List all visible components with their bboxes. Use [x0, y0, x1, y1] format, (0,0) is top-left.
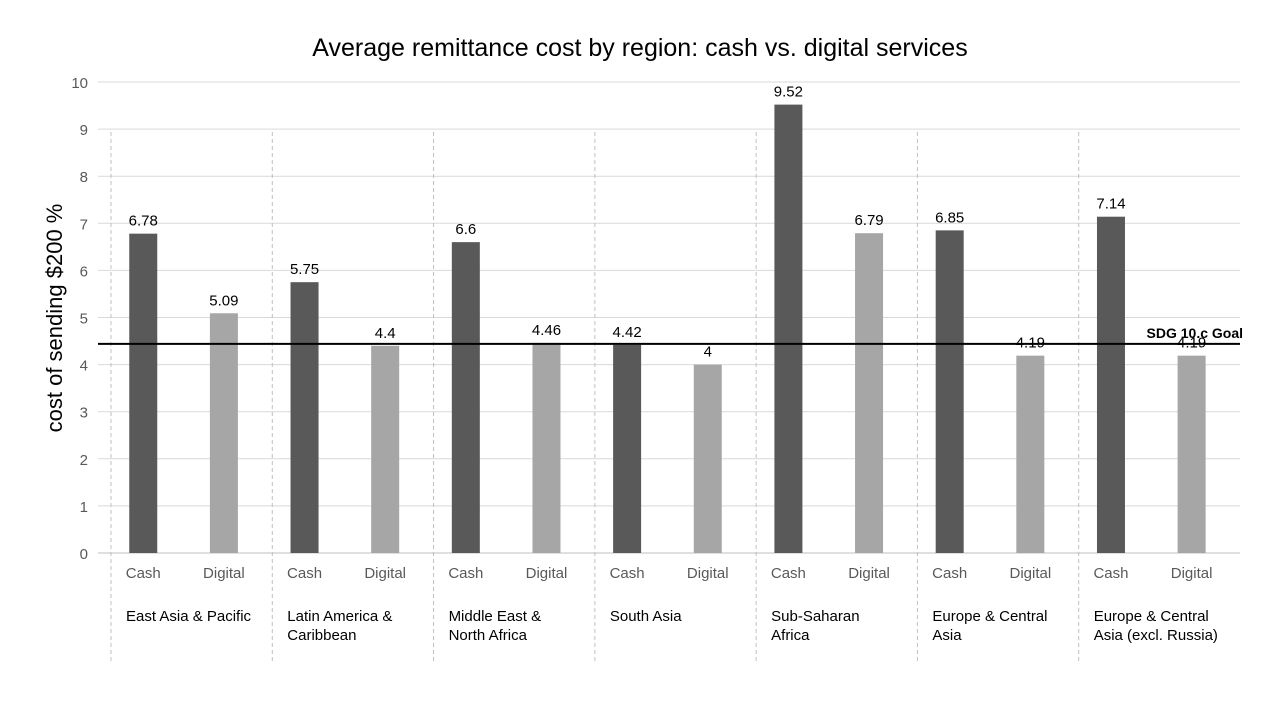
reference-line-label: SDG 10.c Goal [1147, 325, 1243, 341]
x-tick-label: Cash [448, 565, 483, 582]
y-tick-label: 8 [80, 169, 88, 186]
bar-cash [290, 282, 319, 553]
bar-cash [935, 230, 964, 554]
data-label: 4 [704, 344, 712, 361]
group-label: Asia (excl. Russia) [1094, 627, 1218, 644]
data-label: 6.6 [455, 221, 476, 238]
x-tick-label: Cash [1093, 565, 1128, 582]
y-tick-label: 6 [80, 263, 88, 280]
group-separators [110, 132, 1080, 662]
bar-digital [371, 345, 400, 553]
y-tick-label: 4 [80, 358, 88, 375]
bars [129, 104, 1206, 554]
bar-digital [855, 233, 884, 554]
x-tick-label: Digital [1171, 565, 1213, 582]
bar-cash [1096, 216, 1125, 553]
group-label: South Asia [610, 608, 682, 625]
group-label: Middle East & [449, 608, 542, 625]
group-label: East Asia & Pacific [126, 608, 252, 625]
x-tick-label: Digital [526, 565, 568, 582]
group-label: Latin America & [287, 608, 392, 625]
x-tick-label: Cash [610, 565, 645, 582]
data-label: 5.75 [290, 261, 319, 278]
bar-cash [613, 344, 642, 553]
bar-digital [693, 364, 722, 553]
y-axis: 0 1 2 3 4 5 6 7 8 9 10 [71, 75, 88, 563]
labels: 6.78 Cash 5.09 Digital East Asia & Pacific 5.… [126, 84, 1218, 644]
data-label: 6.78 [129, 213, 158, 230]
y-tick-label: 3 [80, 405, 88, 422]
data-label: 4.42 [613, 324, 642, 341]
x-tick-label: Cash [932, 565, 967, 582]
x-tick-label: Cash [287, 565, 322, 582]
bar-digital [209, 313, 238, 553]
x-tick-label: Digital [364, 565, 406, 582]
gridlines [98, 81, 1240, 554]
y-tick-label: 7 [80, 216, 88, 233]
x-tick-label: Digital [1009, 565, 1051, 582]
chart-title: Average remittance cost by region: cash … [312, 34, 968, 62]
data-label: 9.52 [774, 84, 803, 101]
data-label: 5.09 [209, 292, 238, 309]
data-label: 4.46 [532, 322, 561, 339]
y-tick-label: 1 [80, 499, 88, 516]
y-tick-label: 10 [71, 75, 88, 92]
y-tick-label: 9 [80, 122, 88, 139]
group-label: Asia [932, 627, 962, 644]
group-label: Sub-Saharan [771, 608, 859, 625]
group-label: Europe & Central [1094, 608, 1209, 625]
data-label: 4.19 [1177, 335, 1206, 352]
y-tick-label: 2 [80, 452, 88, 469]
bar-digital [532, 342, 561, 553]
data-label: 6.79 [854, 212, 883, 229]
bar-cash [774, 104, 803, 553]
bar-digital [1016, 355, 1045, 553]
group-label: Europe & Central [932, 608, 1047, 625]
x-tick-label: Cash [771, 565, 806, 582]
data-label: 4.4 [375, 325, 396, 342]
data-label: 7.14 [1096, 196, 1125, 213]
bar-cash [451, 242, 480, 553]
group-label: Africa [771, 627, 810, 644]
group-label: North Africa [449, 627, 528, 644]
reference-line-group: SDG 10.c Goal [98, 325, 1243, 345]
group-label: Caribbean [287, 627, 356, 644]
data-label: 6.85 [935, 209, 964, 226]
data-label: 4.19 [1016, 335, 1045, 352]
x-tick-label: Digital [687, 565, 729, 582]
x-tick-label: Digital [203, 565, 245, 582]
y-axis-title: cost of sending $200 % [42, 204, 67, 433]
y-tick-label: 5 [80, 311, 88, 328]
x-tick-label: Digital [848, 565, 890, 582]
y-tick-label: 0 [80, 546, 88, 563]
bar-cash [129, 233, 158, 554]
bar-digital [1177, 355, 1206, 553]
x-tick-label: Cash [126, 565, 161, 582]
